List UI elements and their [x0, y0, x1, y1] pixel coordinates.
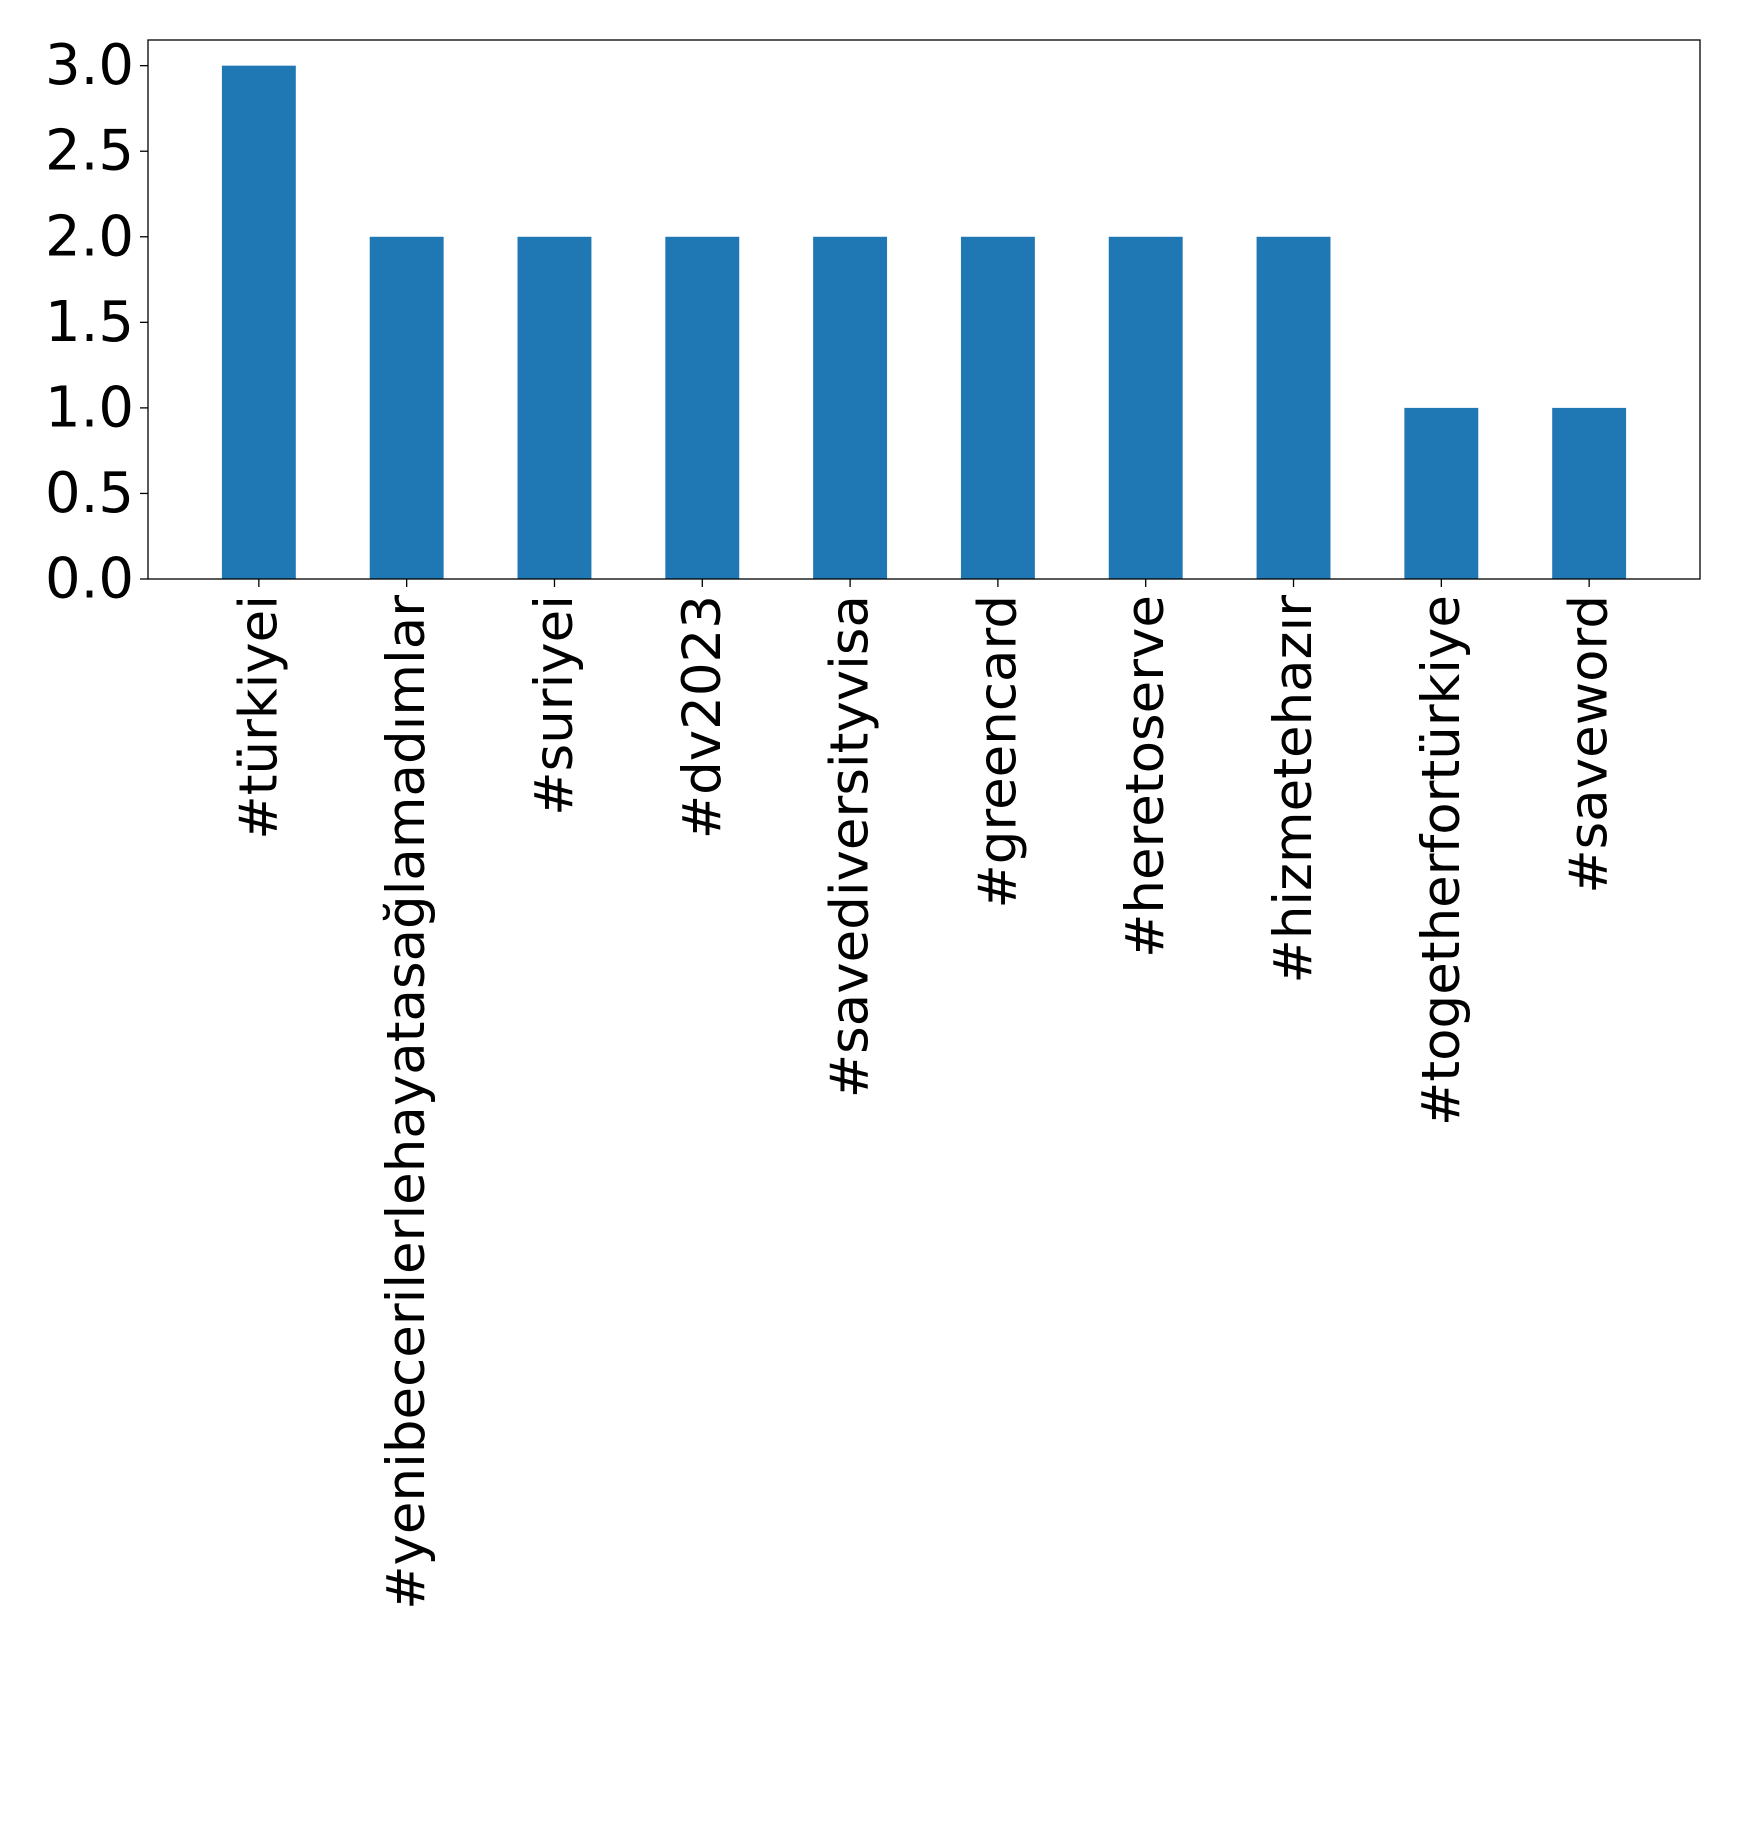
- y-tick-label: 1.5: [45, 290, 134, 355]
- bar-4: [813, 236, 888, 579]
- bars-group: [221, 65, 1627, 579]
- x-tick-label: #hizmetehazır: [1263, 595, 1324, 984]
- x-tick-label: #suriyei: [524, 595, 585, 816]
- y-axis: 0.0 0.5 1.0 1.5 2.0 2.5 3.0: [45, 33, 148, 612]
- x-tick-label: #türkiyei: [228, 595, 289, 840]
- x-axis: #türkiyei #yenibecerilerlehayatasağlamadı…: [228, 579, 1620, 1610]
- y-tick-label: 2.0: [45, 204, 134, 269]
- y-tick-label: 0.5: [45, 461, 134, 526]
- bar-1: [369, 236, 444, 579]
- bar-6: [1108, 236, 1183, 579]
- x-tick-label: #savediversityvisa: [820, 595, 881, 1098]
- bar-5: [960, 236, 1035, 579]
- x-tick-label: #heretoserve: [1115, 595, 1176, 958]
- y-tick-label: 0.0: [45, 547, 134, 612]
- bar-7: [1256, 236, 1331, 579]
- bar-9: [1552, 407, 1627, 579]
- x-tick-label: #greencard: [967, 595, 1028, 909]
- y-tick-label: 3.0: [45, 33, 134, 98]
- y-tick-label: 1.0: [45, 375, 134, 440]
- bar-2: [517, 236, 592, 579]
- x-tick-label: #dv2023: [672, 595, 733, 839]
- x-tick-label: #saveword: [1559, 595, 1620, 894]
- y-tick-label: 2.5: [45, 119, 134, 184]
- bar-0: [221, 65, 296, 579]
- plot-frame: [147, 39, 1701, 580]
- x-tick-label: #togetherfortürkiye: [1411, 595, 1472, 1126]
- bar-3: [665, 236, 740, 579]
- x-tick-label: #yenibecerilerlehayatasağlamadımlar: [376, 595, 437, 1610]
- bar-8: [1404, 407, 1479, 579]
